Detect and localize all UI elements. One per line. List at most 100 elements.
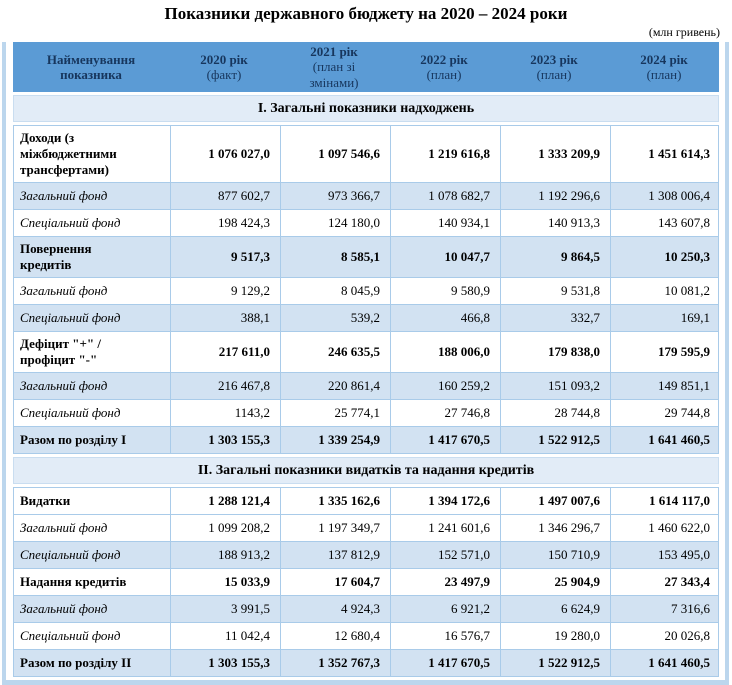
value-cell: 17 604,7 xyxy=(280,568,390,595)
table-header-row: Найменування показника 2020 рік (факт) 2021… xyxy=(13,42,719,92)
value-cell: 1 333 209,9 xyxy=(500,125,610,182)
value-cell: 160 259,2 xyxy=(390,372,500,399)
value-cell: 140 913,3 xyxy=(500,209,610,236)
value-cell: 9 864,5 xyxy=(500,236,610,277)
value-cell: 388,1 xyxy=(170,304,280,331)
table-row: Загальний фонд 216 467,8 220 861,4 160 259,… xyxy=(14,371,720,399)
value-cell: 1 451 614,3 xyxy=(610,125,720,182)
value-cell: 973 366,7 xyxy=(280,182,390,209)
header-cell-year: 2023 рік (план) xyxy=(499,42,609,92)
value-cell: 25 904,9 xyxy=(500,568,610,595)
value-cell: 217 611,0 xyxy=(170,331,280,372)
table-row: Спеціальний фонд 388,1 539,2 466,8 332,7 169,… xyxy=(14,303,720,331)
row-name-cell: Разом по розділу ІІ xyxy=(20,654,132,670)
row-name-cell: Спеціальний фонд xyxy=(20,404,121,420)
value-cell: 28 744,8 xyxy=(500,399,610,426)
value-cell: 179 595,9 xyxy=(610,331,720,372)
header-year-label: 2024 рік xyxy=(640,51,688,67)
table-row: Спеціальний фонд 11 042,4 12 680,4 16 576,7… xyxy=(14,621,720,649)
table-row: Доходи (з міжбюджетними трансфертами) 1 0… xyxy=(14,125,720,182)
value-cell: 1 641 460,5 xyxy=(610,426,720,453)
value-cell: 9 517,3 xyxy=(170,236,280,277)
value-cell: 1 303 155,3 xyxy=(170,649,280,676)
value-cell: 1 394 172,6 xyxy=(390,487,500,514)
value-cell: 149 851,1 xyxy=(610,372,720,399)
table-row: Разом по розділу ІІ 1 303 155,3 1 352 767,… xyxy=(14,648,720,676)
value-cell: 169,1 xyxy=(610,304,720,331)
section-block-2: Видатки 1 288 121,4 1 335 162,6 1 394 172,6… xyxy=(13,486,720,677)
row-name-cell: Спеціальний фонд xyxy=(20,546,121,562)
table-row: Спеціальний фонд 188 913,2 137 812,9 152 57… xyxy=(14,540,720,568)
header-plan-label: (факт) xyxy=(206,66,242,82)
value-cell: 20 026,8 xyxy=(610,622,720,649)
value-cell: 27 746,8 xyxy=(390,399,500,426)
value-cell: 137 812,9 xyxy=(280,541,390,568)
value-cell: 6 624,9 xyxy=(500,595,610,622)
value-cell: 1 288 121,4 xyxy=(170,487,280,514)
value-cell: 6 921,2 xyxy=(390,595,500,622)
unit-note: (млн гривень) xyxy=(648,25,720,39)
row-name-cell: Видатки xyxy=(20,492,71,508)
budget-document-page: Показники державного бюджету на 2020 – 2… xyxy=(0,4,732,685)
row-name-cell: Доходи (з міжбюджетними трансфертами) xyxy=(20,129,117,177)
row-name-cell: Дефіцит "+" / профіцит "-" xyxy=(20,335,101,367)
value-cell: 10 081,2 xyxy=(610,277,720,304)
table-row: Спеціальний фонд 198 424,3 124 180,0 140 93… xyxy=(14,208,718,236)
value-cell: 140 934,1 xyxy=(390,209,500,236)
value-cell: 12 680,4 xyxy=(280,622,390,649)
value-cell: 15 033,9 xyxy=(170,568,280,595)
header-plan-label: (план) xyxy=(646,66,682,82)
table-row: Видатки 1 288 121,4 1 335 162,6 1 394 172,6… xyxy=(14,487,718,514)
value-cell: 25 774,1 xyxy=(280,399,390,426)
value-cell: 4 924,3 xyxy=(280,595,390,622)
header-year-label: 2022 рік xyxy=(420,51,468,67)
value-cell: 153 495,0 xyxy=(610,541,720,568)
budget-table: Найменування показника 2020 рік (факт) 2021… xyxy=(2,42,729,685)
value-cell: 1 078 682,7 xyxy=(390,182,500,209)
value-cell: 198 424,3 xyxy=(170,209,280,236)
value-cell: 1 522 912,5 xyxy=(500,426,610,453)
table-row: Загальний фонд 877 602,7 973 366,7 1 078 68… xyxy=(14,181,718,209)
header-plan-label: (план) xyxy=(426,66,462,82)
table-body: І. Загальні показники надходжень Доходи (… xyxy=(13,94,720,677)
value-cell: 1 497 007,6 xyxy=(500,487,610,514)
value-cell: 1 641 460,5 xyxy=(610,649,720,676)
value-cell: 539,2 xyxy=(280,304,390,331)
value-cell: 220 861,4 xyxy=(280,372,390,399)
row-name-cell: Надання кредитів xyxy=(20,573,127,589)
value-cell: 1 241 601,6 xyxy=(390,514,500,541)
value-cell: 9 580,9 xyxy=(390,277,500,304)
table-row: Загальний фонд 9 129,2 8 045,9 9 580,9 9 531… xyxy=(14,276,720,304)
table-row: Дефіцит "+" / профіцит "-" 217 611,0 246 6… xyxy=(14,330,720,372)
table-row: Загальний фонд 1 099 208,2 1 197 349,7 1 24… xyxy=(14,513,720,541)
header-cell-year: 2021 рік (план зі змінами) xyxy=(279,42,389,92)
value-cell: 188 913,2 xyxy=(170,541,280,568)
header-cell-year: 2024 рік (план) xyxy=(609,42,719,92)
header-year-label: 2020 рік xyxy=(200,51,248,67)
value-cell: 29 744,8 xyxy=(610,399,720,426)
value-cell: 19 280,0 xyxy=(500,622,610,649)
value-cell: 8 585,1 xyxy=(280,236,390,277)
table-row: Повернення кредитів 9 517,3 8 585,1 10 047,… xyxy=(14,235,718,277)
value-cell: 1 099 208,2 xyxy=(170,514,280,541)
row-name-cell: Загальний фонд xyxy=(20,282,108,298)
value-cell: 151 093,2 xyxy=(500,372,610,399)
table-row: Разом по розділу І 1 303 155,3 1 339 254,9… xyxy=(14,425,720,453)
value-cell: 246 635,5 xyxy=(280,331,390,372)
header-year-label: 2021 рік xyxy=(310,44,358,59)
value-cell: 1 417 670,5 xyxy=(390,426,500,453)
value-cell: 1 460 622,0 xyxy=(610,514,720,541)
value-cell: 877 602,7 xyxy=(170,182,280,209)
table-row: Загальний фонд 3 991,5 4 924,3 6 921,2 6 624… xyxy=(14,594,718,622)
value-cell: 332,7 xyxy=(500,304,610,331)
value-cell: 9 129,2 xyxy=(170,277,280,304)
value-cell: 1 197 349,7 xyxy=(280,514,390,541)
row-name-cell: Загальний фонд xyxy=(20,519,108,535)
value-cell: 16 576,7 xyxy=(390,622,500,649)
value-cell: 188 006,0 xyxy=(390,331,500,372)
value-cell: 1 097 546,6 xyxy=(280,125,390,182)
value-cell: 23 497,9 xyxy=(390,568,500,595)
row-name-cell: Повернення кредитів xyxy=(20,240,92,272)
value-cell: 1 522 912,5 xyxy=(500,649,610,676)
section-title-1: І. Загальні показники надходжень xyxy=(13,94,719,122)
